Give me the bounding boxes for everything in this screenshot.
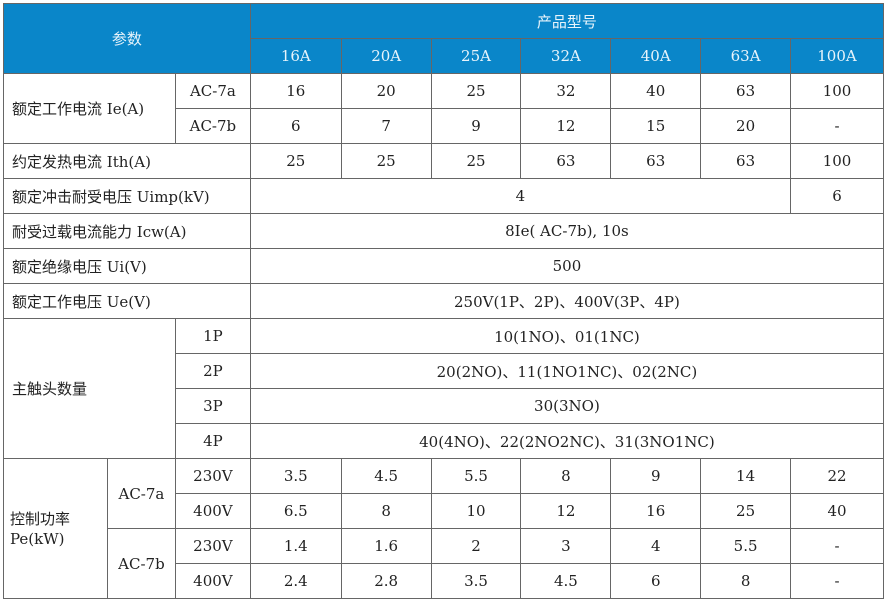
cell: 1.4	[249, 528, 342, 564]
cell: 22	[790, 458, 884, 494]
cell: 6	[249, 108, 342, 144]
ui-label: 额定绝缘电压 Ui(V)	[3, 248, 251, 284]
cell: 8	[700, 563, 792, 599]
power-cat: AC-7b	[106, 528, 176, 599]
cell: 20	[700, 108, 792, 144]
cell: 63	[610, 143, 702, 179]
ue-label: 额定工作电压 Ue(V)	[3, 283, 251, 319]
cell: 16	[610, 493, 702, 529]
cell: 8	[340, 493, 432, 529]
cell: 25	[249, 143, 342, 179]
cell: 25	[700, 493, 792, 529]
cell: 5.5	[700, 528, 792, 564]
cell: 4.5	[520, 563, 612, 599]
cell: 63	[700, 143, 792, 179]
model-header: 16A	[249, 38, 342, 74]
contacts-value: 20(2NO)、11(1NO1NC)、02(2NC)	[249, 353, 884, 389]
ie-ac7b-cat: AC-7b	[174, 108, 251, 144]
cell: 2.8	[340, 563, 432, 599]
param-header: 参数	[3, 3, 251, 74]
pole: 2P	[174, 353, 251, 389]
power-label-line2: Pe(kW)	[10, 529, 65, 548]
power-label: 控制功率 Pe(kW)	[3, 458, 108, 599]
cell: 3.5	[430, 563, 522, 599]
cell: 12	[520, 493, 612, 529]
cell: -	[790, 108, 884, 144]
model-header: 63A	[700, 38, 792, 74]
cell: 32	[520, 73, 612, 109]
cell: 40	[790, 493, 884, 529]
power-cat: AC-7a	[106, 458, 176, 529]
cell: 4.5	[340, 458, 432, 494]
cell: 2	[430, 528, 522, 564]
cell: 6	[610, 563, 702, 599]
voltage: 400V	[174, 563, 251, 599]
voltage: 230V	[174, 458, 251, 494]
model-header: 100A	[790, 38, 884, 74]
ue-value: 250V(1P、2P)、400V(3P、4P)	[249, 283, 884, 319]
model-header: 20A	[340, 38, 432, 74]
cell: 25	[430, 143, 522, 179]
cell: 25	[340, 143, 432, 179]
ui-value: 500	[249, 248, 884, 284]
cell: 4	[610, 528, 702, 564]
cell: 10	[430, 493, 522, 529]
ie-ac7a-cat: AC-7a	[174, 73, 251, 109]
cell: 100	[790, 143, 884, 179]
cell: 12	[520, 108, 612, 144]
model-header: 25A	[430, 38, 522, 74]
contacts-value: 10(1NO)、01(1NC)	[249, 318, 884, 354]
voltage: 400V	[174, 493, 251, 529]
cell: 3.5	[249, 458, 342, 494]
cell: 14	[700, 458, 792, 494]
contacts-value: 30(3NO)	[249, 388, 884, 424]
cell: 6.5	[249, 493, 342, 529]
pole: 4P	[174, 423, 251, 459]
pole: 1P	[174, 318, 251, 354]
product-model-header: 产品型号	[249, 3, 884, 39]
cell: 9	[430, 108, 522, 144]
ie-label: 额定工作电流 Ie(A)	[3, 73, 176, 144]
voltage: 230V	[174, 528, 251, 564]
model-header: 40A	[610, 38, 702, 74]
contacts-value: 40(4NO)、22(2NO2NC)、31(3NO1NC)	[249, 423, 884, 459]
icw-label: 耐受过载电流能力 Icw(A)	[3, 213, 251, 249]
cell: 9	[610, 458, 702, 494]
cell: 7	[340, 108, 432, 144]
icw-value: 8Ie( AC-7b), 10s	[249, 213, 884, 249]
cell: 15	[610, 108, 702, 144]
cell: 63	[700, 73, 792, 109]
cell: 5.5	[430, 458, 522, 494]
cell: 3	[520, 528, 612, 564]
ith-label: 约定发热电流 Ith(A)	[3, 143, 251, 179]
cell: 16	[249, 73, 342, 109]
cell: 1.6	[340, 528, 432, 564]
cell: -	[790, 528, 884, 564]
uimp-100a-value: 6	[790, 178, 884, 214]
cell: 63	[520, 143, 612, 179]
cell: 20	[340, 73, 432, 109]
pole: 3P	[174, 388, 251, 424]
uimp-label: 额定冲击耐受电压 Uimp(kV)	[3, 178, 251, 214]
contacts-label: 主触头数量	[3, 318, 176, 459]
uimp-value: 4	[249, 178, 792, 214]
cell: 8	[520, 458, 612, 494]
spec-table: 参数 产品型号 16A 20A 25A 32A 40A 63A 100A 额定工作电流 Ie…	[3, 3, 884, 599]
cell: 2.4	[249, 563, 342, 599]
cell: 25	[430, 73, 522, 109]
cell: 40	[610, 73, 702, 109]
cell: -	[790, 563, 884, 599]
model-header: 32A	[520, 38, 612, 74]
power-label-line1: 控制功率	[10, 509, 71, 528]
cell: 100	[790, 73, 884, 109]
